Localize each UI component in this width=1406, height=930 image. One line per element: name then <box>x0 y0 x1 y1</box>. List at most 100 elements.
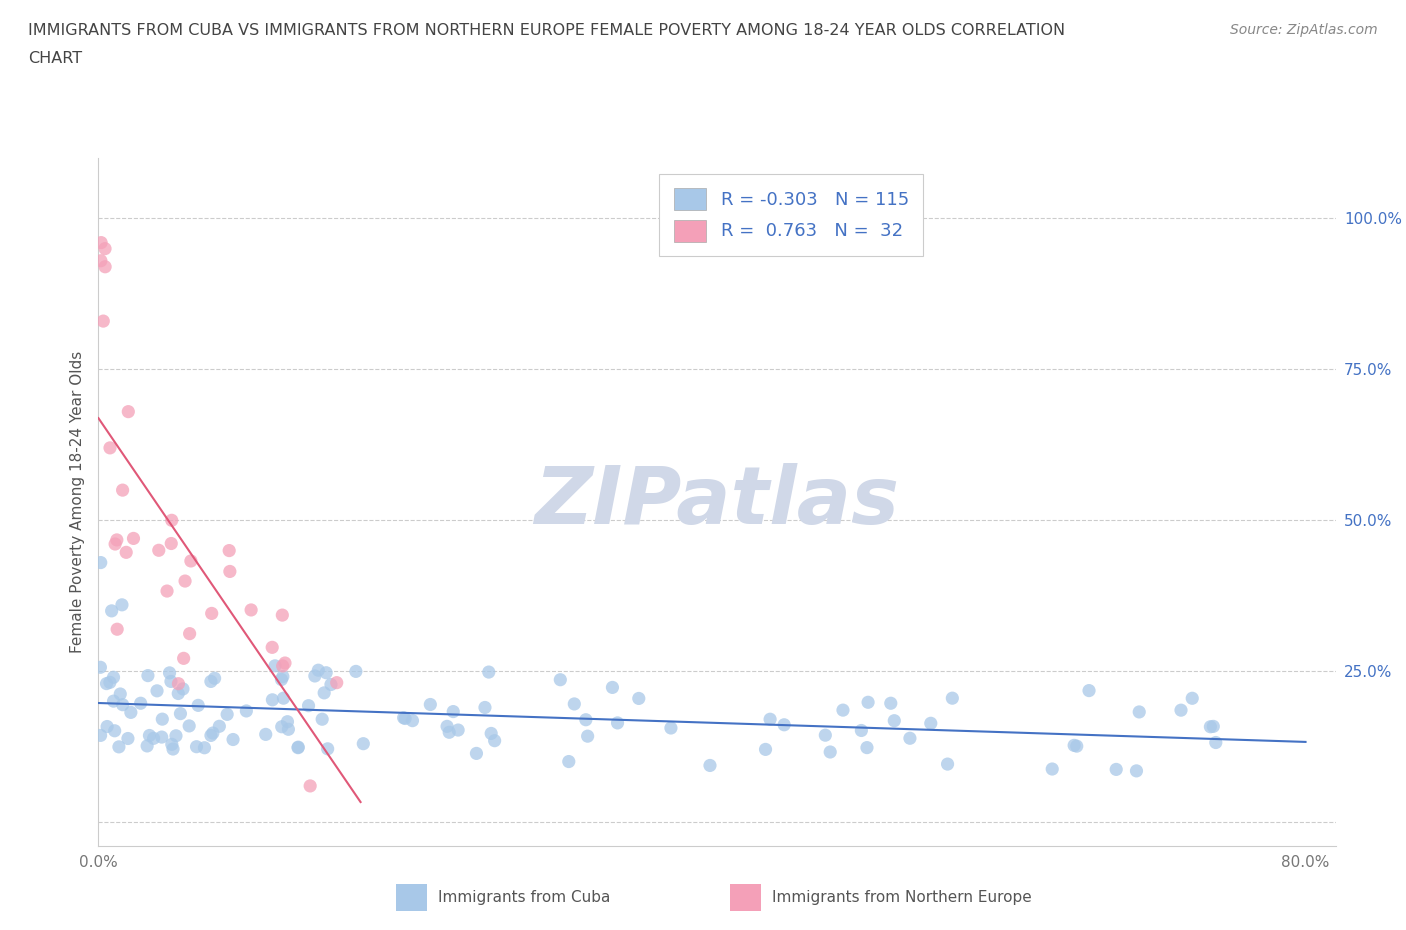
Point <box>277 722 299 737</box>
Legend: R = -0.303   N = 115, R =  0.763   N =  32: R = -0.303 N = 115, R = 0.763 N = 32 <box>659 174 924 256</box>
Point <box>1066 738 1088 753</box>
Point <box>201 606 224 621</box>
Point <box>394 711 416 726</box>
Point <box>1205 735 1227 750</box>
Point <box>699 758 721 773</box>
Point <box>437 724 460 739</box>
Point <box>91 313 114 328</box>
Point <box>129 696 152 711</box>
Text: Immigrants from Northern Europe: Immigrants from Northern Europe <box>772 890 1032 905</box>
Point <box>1078 684 1101 698</box>
Point <box>484 733 506 748</box>
Point <box>110 686 132 701</box>
Point <box>880 696 903 711</box>
Point <box>659 721 682 736</box>
Point <box>316 741 339 756</box>
Point <box>98 675 121 690</box>
Point <box>98 441 121 456</box>
Text: ZIPatlas: ZIPatlas <box>534 463 900 541</box>
Point <box>936 757 959 772</box>
Point <box>314 685 336 700</box>
Point <box>94 259 117 274</box>
Point <box>111 698 134 712</box>
Point <box>156 584 179 599</box>
Point <box>200 728 222 743</box>
Point <box>172 682 194 697</box>
Point <box>271 669 294 684</box>
Point <box>208 719 231 734</box>
Point <box>117 731 139 746</box>
Point <box>304 669 326 684</box>
Point <box>344 664 367 679</box>
Point <box>105 533 128 548</box>
Point <box>287 740 309 755</box>
Point <box>759 711 782 726</box>
Point <box>160 536 183 551</box>
Point <box>108 739 131 754</box>
Point <box>606 715 628 730</box>
Point <box>273 691 295 706</box>
Point <box>179 719 201 734</box>
Point <box>271 658 294 673</box>
Point <box>299 778 322 793</box>
Point <box>478 665 501 680</box>
Point <box>142 731 165 746</box>
Point <box>270 719 292 734</box>
Point <box>818 745 841 760</box>
Point <box>941 691 963 706</box>
Point <box>167 686 190 701</box>
Point <box>851 723 873 737</box>
Point <box>441 704 464 719</box>
Point <box>148 543 170 558</box>
Point <box>169 706 191 721</box>
Point <box>436 719 458 734</box>
Y-axis label: Female Poverty Among 18-24 Year Olds: Female Poverty Among 18-24 Year Olds <box>69 352 84 654</box>
Point <box>160 737 183 751</box>
Point <box>150 730 173 745</box>
Point <box>287 739 309 754</box>
Point <box>814 728 837 743</box>
Point <box>1125 764 1147 778</box>
Point <box>90 235 112 250</box>
Point <box>319 677 342 692</box>
Point <box>146 684 169 698</box>
Point <box>217 707 239 722</box>
Point <box>474 700 496 715</box>
Point <box>179 626 201 641</box>
Point <box>174 574 197 589</box>
Point <box>222 732 245 747</box>
Point <box>90 253 112 268</box>
Point <box>96 676 118 691</box>
Point <box>627 691 650 706</box>
Point <box>1040 762 1063 777</box>
Point <box>254 727 277 742</box>
Point <box>352 737 374 751</box>
Point <box>122 531 145 546</box>
Point <box>315 665 337 680</box>
Point <box>240 603 263 618</box>
Point <box>160 674 183 689</box>
Point <box>898 731 921 746</box>
Point <box>883 713 905 728</box>
Point <box>1128 705 1150 720</box>
Point <box>558 754 581 769</box>
Point <box>311 711 333 726</box>
Point <box>274 656 297 671</box>
Point <box>100 604 122 618</box>
Point <box>479 726 502 741</box>
Point <box>297 698 319 713</box>
Point <box>754 742 776 757</box>
Point <box>193 740 215 755</box>
Point <box>218 564 240 578</box>
Point <box>187 698 209 712</box>
Point <box>575 712 598 727</box>
Point <box>103 670 125 684</box>
Point <box>115 545 138 560</box>
Point <box>90 728 112 743</box>
Point <box>773 717 796 732</box>
Point <box>186 739 208 754</box>
Point <box>89 660 111 675</box>
Point <box>550 672 572 687</box>
Point <box>136 738 159 753</box>
Point <box>111 483 134 498</box>
